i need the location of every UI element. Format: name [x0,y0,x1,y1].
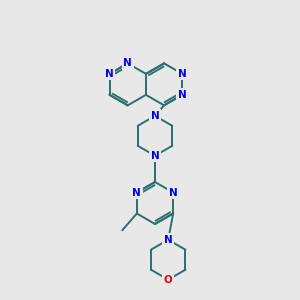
Text: N: N [178,69,187,79]
Text: N: N [151,111,159,121]
Text: N: N [169,188,178,197]
Text: O: O [164,275,172,285]
Text: N: N [105,69,114,79]
Text: N: N [123,58,132,68]
Text: N: N [178,90,187,100]
Text: N: N [132,188,141,197]
Text: N: N [151,151,159,161]
Text: N: N [164,235,172,245]
